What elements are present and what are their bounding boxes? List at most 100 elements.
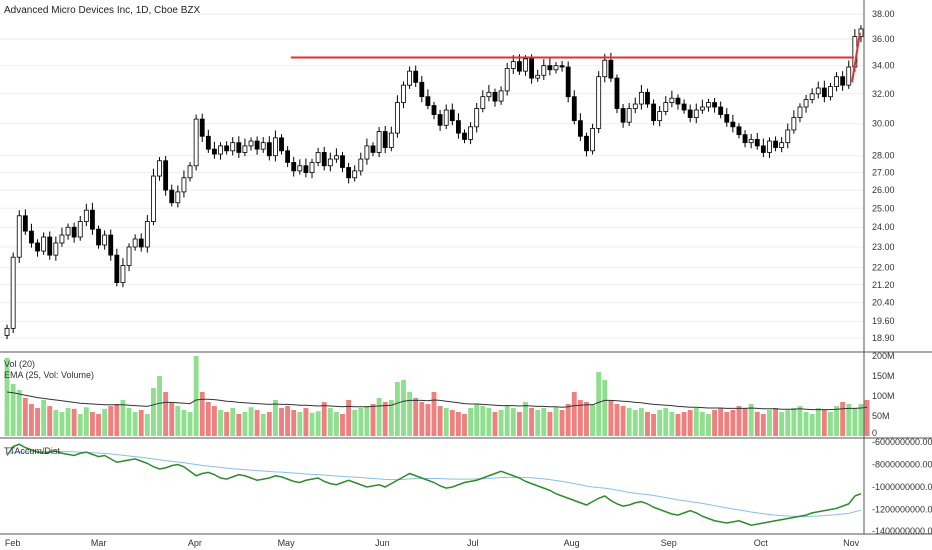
volume-bar [584,402,589,436]
candle-body [96,228,101,246]
candle-body [138,238,144,248]
candle-body [187,165,193,179]
volume-bar [77,414,83,436]
x-tick-label: Aug [564,538,580,548]
x-tick-label: Feb [5,538,21,548]
volume-bar [828,412,833,436]
volume-bar [163,392,169,436]
candle-body [510,61,516,69]
candle-body [364,145,370,160]
candle-body [516,61,522,72]
candle-body [315,152,321,163]
candle-body [596,76,602,129]
volume-bar [382,402,388,436]
candle-body [169,189,175,204]
candle-body [157,160,162,177]
volume-bar [779,412,785,436]
volume-bar [138,410,144,436]
candle-body [65,226,71,236]
x-axis: Feb Mar Apr May Jun Jul Aug Sep Oct Nov [5,538,860,548]
volume-bar [376,398,382,436]
accum-tick-label: -1200000000.00 [872,505,932,515]
candle-body [584,135,589,152]
candle-body [565,66,571,98]
candle-body [248,140,254,147]
candle-body [29,230,34,244]
price-tick-label: 27.00 [872,168,895,178]
volume-bar [516,412,522,436]
volume-bar [724,412,730,436]
candle-body [821,87,827,98]
x-tick-label: Mar [91,538,107,548]
volume-bar [169,402,175,436]
volume-bar [754,412,760,436]
volume-bar [864,400,870,436]
price-tick-label: 24.00 [872,222,895,232]
volume-bar [157,376,162,436]
x-tick-label: Sep [661,538,677,548]
volume-bar [657,410,663,436]
candle-body [858,28,864,37]
candle-body [212,148,217,155]
candle-body [626,108,632,123]
candle-body [474,108,480,128]
candle-body [370,145,376,153]
volume-bar [230,408,236,436]
accum-main-line [6,443,862,527]
volume-bar [712,410,718,436]
candle-body [638,91,644,105]
volume-bar [577,400,583,436]
candle-body [327,158,333,167]
candle-body [846,66,852,86]
volume-bar [663,408,669,436]
price-tick-label: 23.00 [872,242,895,252]
volume-tick-label: 200M [872,351,895,361]
x-tick-label: Oct [754,538,769,548]
volume-bar [773,408,778,436]
price-tick-label: 21.20 [872,280,895,290]
volume-bar [687,410,693,436]
volume-bar [96,414,101,436]
volume-bar [407,392,413,436]
candle-body [321,152,327,167]
candle-body [803,99,809,108]
volume-bar [699,412,705,436]
volume-bar [480,406,486,436]
volume-bar [797,406,803,436]
volume-bar [90,412,95,436]
volume-bar [437,406,443,436]
candle-body [352,170,358,179]
volume-bar [413,398,419,436]
volume-bar [211,406,217,436]
volume-bar [626,408,632,436]
volume-bar [425,404,431,436]
volume-bar [126,408,132,436]
candle-body [724,114,730,123]
volume-bar [346,400,352,436]
volume-bar [468,408,474,436]
volume-bar [114,404,120,436]
candle-body [120,265,126,284]
volume-bar [248,407,254,436]
volume-tick-label: 150M [872,371,895,381]
candle-body [614,77,620,109]
candle-body [651,103,656,122]
candle-body [523,58,528,72]
volume-bar [132,412,138,436]
candle-body [266,142,272,157]
volume-bar [59,412,65,436]
volume-bar [553,407,559,436]
volume-bar [681,412,687,436]
volume-bar [22,398,28,436]
ema-label: EMA (25, Vol: Volume) [4,370,94,380]
candle-body [144,221,150,248]
candle-body [767,140,772,153]
volume-bar [815,408,821,436]
accum-dist-panel: -600000000.00 -800000000.00 -1000000000.00… [6,437,932,536]
volume-bar [41,400,47,436]
x-tick-label: Jun [375,538,390,548]
volume-bar [559,410,565,436]
candle-body [163,160,169,191]
volume-tick-label: 0 [872,428,877,438]
